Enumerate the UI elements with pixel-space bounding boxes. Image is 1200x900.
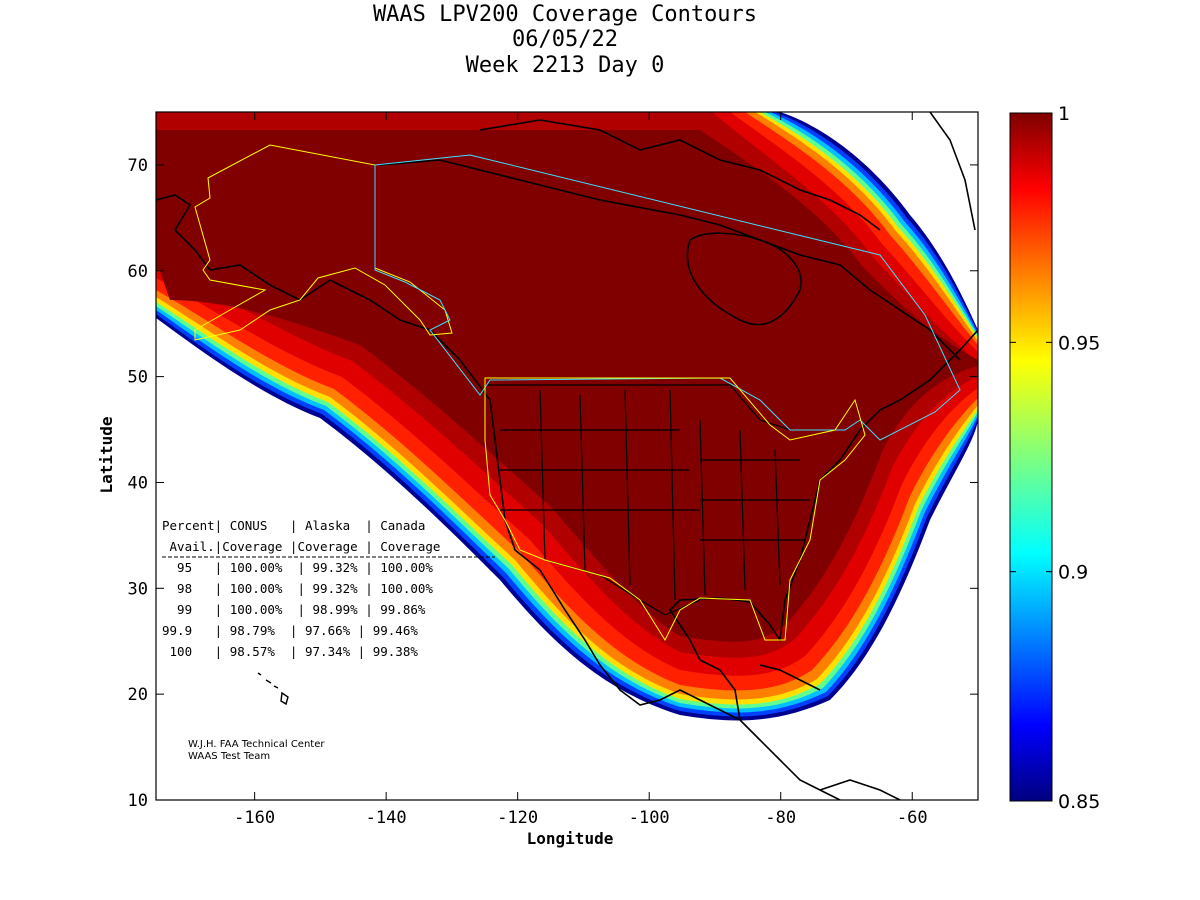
service-area-outlines <box>194 144 961 642</box>
y-tick-label: 30 <box>128 579 148 599</box>
table-header-1: Percent| CONUS | Alaska | Canada <box>162 518 425 533</box>
title-line-2: 06/05/22 <box>512 27 618 52</box>
x-tick-label: -120 <box>497 808 538 828</box>
y-tick-label: 10 <box>128 791 148 811</box>
alaska-fir-outline <box>194 144 453 341</box>
table-row: 98 | 100.00% | 99.32% | 100.00% <box>162 581 433 596</box>
table-row: 99.9 | 98.79% | 97.66% | 99.46% <box>162 623 418 638</box>
cuba <box>759 664 821 691</box>
canada-fir-outline <box>374 154 961 441</box>
coverage-table: Percent| CONUS | Alaska | Canada Avail.|… <box>162 518 495 659</box>
hawaii-big-island <box>280 691 289 706</box>
alaska-coast <box>156 194 461 361</box>
table-header-2: Avail.|Coverage |Coverage | Coverage <box>162 539 440 554</box>
north-american-west-coast <box>459 359 741 721</box>
x-tick-label: -60 <box>897 808 928 828</box>
y-tick-label: 40 <box>128 473 148 493</box>
title-line-3: Week 2213 Day 0 <box>466 53 665 78</box>
credit-line-1: W.J.H. FAA Technical Center <box>188 739 325 750</box>
plot-frame <box>155 111 979 801</box>
credit-line-2: WAAS Test Team <box>188 751 270 762</box>
table-row: 95 | 100.00% | 99.32% | 100.00% <box>162 560 433 575</box>
y-tick-label: 60 <box>128 262 148 282</box>
colorbar-tick-label: 0.9 <box>1058 562 1088 584</box>
south-america-north <box>819 779 901 800</box>
colorbar-tick-label: 1 <box>1058 103 1070 125</box>
x-axis: -160 -140 -120 -100 -80 -60 <box>234 112 928 828</box>
coastlines <box>156 112 978 800</box>
table-row: 100 | 98.57% | 97.34% | 99.38% <box>162 644 418 659</box>
hudson-bay <box>686 232 802 326</box>
x-tick-label: -100 <box>629 808 670 828</box>
greenland-edge <box>929 112 976 231</box>
state-lines-west <box>500 389 700 601</box>
x-tick-label: -140 <box>366 808 407 828</box>
state-lines-east <box>699 419 810 596</box>
y-tick-label: 20 <box>128 685 148 705</box>
us-canada-border <box>485 384 791 431</box>
colorbar-tick-label: 0.95 <box>1058 332 1100 354</box>
map-plot-area: Percent| CONUS | Alaska | Canada Avail.|… <box>155 111 979 801</box>
gulf-coast <box>668 329 978 721</box>
conus-outline <box>484 377 866 642</box>
title-line-1: WAAS LPV200 Coverage Contours <box>373 2 757 27</box>
x-axis-label: Longitude <box>527 829 614 848</box>
colorbar-tick-label: 0.85 <box>1058 791 1100 813</box>
x-tick-label: -160 <box>234 808 275 828</box>
colorbar: 0.85 0.9 0.95 1 <box>1009 103 1100 813</box>
hawaii-islands <box>257 672 289 706</box>
y-tick-label: 50 <box>128 368 148 388</box>
y-tick-label: 70 <box>128 156 148 176</box>
x-tick-label: -80 <box>765 808 796 828</box>
colorbar-ticks: 0.85 0.9 0.95 1 <box>1010 103 1100 813</box>
table-row: 99 | 100.00% | 98.99% | 99.86% <box>162 602 426 617</box>
hawaii-small-islands <box>257 672 279 689</box>
coverage-core-west-edge <box>156 140 700 360</box>
y-axis-label: Latitude <box>97 416 116 493</box>
y-axis: 10 20 30 40 50 60 70 <box>128 156 978 811</box>
arctic-islands <box>479 119 881 231</box>
colorbar-gradient <box>1009 112 1053 802</box>
central-america <box>739 719 841 800</box>
